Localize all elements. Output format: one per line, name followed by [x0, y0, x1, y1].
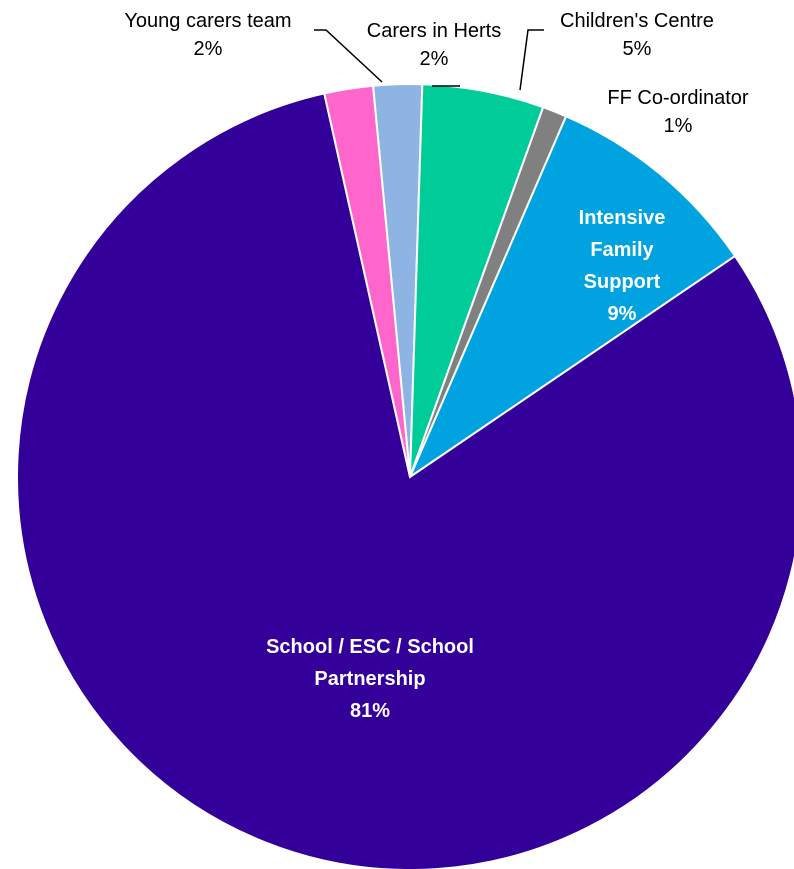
slice-name-label: Children's Centre	[560, 10, 714, 32]
slice-value-label: 2%	[420, 48, 449, 70]
slice-label-carers-in-herts: Carers in Herts 2%	[367, 20, 501, 70]
leader-lines	[314, 29, 544, 91]
slice-label-ff-co-ordinator: FF Co-ordinator 1%	[607, 87, 748, 137]
slice-label-intensive-family-support: Intensive Family Support 9%	[579, 207, 666, 325]
slice-value-label: 2%	[194, 38, 223, 60]
slice-name-label: Intensive	[579, 207, 666, 229]
slice-name-label: Family	[590, 239, 654, 261]
slice-name-label: Partnership	[314, 668, 425, 690]
pie-slice-intensive-family-support	[407, 115, 737, 480]
leader-line	[519, 29, 544, 91]
pie-slice-young-carers-team	[323, 84, 411, 478]
pie-slice-school-esc-school-partnership	[16, 92, 794, 869]
slice-labels: Carers in Herts 2% Children's Centre 5% FF C…	[124, 10, 748, 722]
slice-name-label: Support	[584, 271, 661, 293]
slice-name-label: School / ESC / School	[266, 636, 474, 658]
slice-label-children-s-centre: Children's Centre 5%	[560, 10, 714, 60]
slice-name-label: FF Co-ordinator	[607, 87, 748, 109]
slice-name-label: Young carers team	[124, 10, 291, 32]
slice-value-label: 1%	[664, 115, 693, 137]
slice-label-young-carers-team: Young carers team 2%	[124, 10, 291, 60]
leader-line	[314, 29, 383, 83]
slice-value-label: 5%	[623, 38, 652, 60]
slice-label-school-esc-school-partnership: School / ESC / School Partnership 81%	[266, 636, 474, 722]
pie-slices	[16, 82, 794, 869]
slice-value-label: 81%	[350, 700, 390, 722]
slice-value-label: 9%	[608, 303, 637, 325]
slice-name-label: Carers in Herts	[367, 20, 501, 42]
